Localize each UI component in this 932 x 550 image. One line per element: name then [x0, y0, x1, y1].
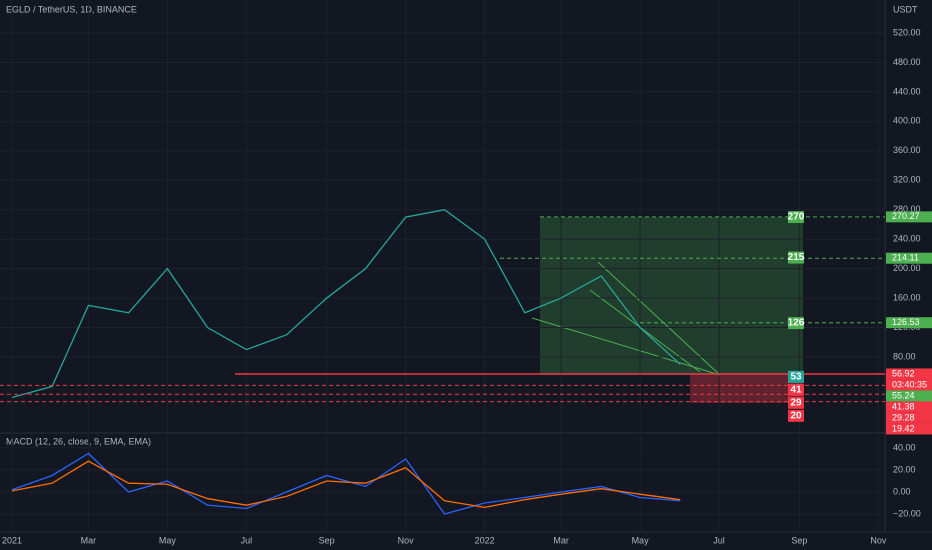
wedge-line: [589, 289, 701, 373]
target-tag: [788, 383, 804, 396]
price-tag: [886, 401, 932, 413]
y-tick-label: 280.00: [893, 204, 921, 214]
x-tick-label: Jul: [713, 535, 725, 545]
x-tick-label: 2022: [475, 535, 495, 545]
price-tag: [886, 211, 932, 223]
price-line: [11, 209, 681, 399]
target-tag: [788, 317, 804, 330]
target-tag: [788, 370, 804, 383]
price-tag: [886, 317, 932, 329]
target-label: 20: [790, 410, 802, 421]
price-tag-label: 41.38: [892, 401, 915, 411]
countdown: 03:40:35: [892, 379, 927, 389]
price-tag: [886, 412, 932, 424]
target-label: 215: [788, 252, 805, 263]
y-tick-label: 400.00: [893, 116, 921, 126]
y-tick-label: 80.00: [893, 351, 916, 361]
target-tag: [788, 396, 804, 409]
loss-zone: [690, 375, 803, 403]
target-tag: [788, 409, 804, 422]
price-tag-label: 19.42: [892, 423, 915, 433]
y-tick-label: 520.00: [893, 27, 921, 37]
macd-title: MACD (12, 26, close, 9, EMA, EMA): [6, 436, 151, 446]
y-tick-label: 440.00: [893, 86, 921, 96]
y-tick-label: 0.00: [893, 486, 911, 496]
price-tag-label: 55.24: [892, 390, 915, 400]
y-tick-label: −20.00: [893, 508, 921, 518]
target-label: 270: [788, 212, 805, 223]
x-tick-label: Mar: [81, 535, 97, 545]
price-tag: [886, 423, 932, 435]
profit-zone: [540, 217, 803, 375]
x-tick-label: Jul: [241, 535, 253, 545]
y-tick-label: 40.00: [893, 442, 916, 452]
target-label: 41: [790, 384, 802, 395]
price-tag: [886, 252, 932, 264]
target-label: 126: [788, 318, 805, 329]
target-tag: [788, 251, 804, 264]
x-tick-label: May: [159, 535, 177, 545]
y-tick-label: 160.00: [893, 292, 921, 302]
y-tick-label: 240.00: [893, 234, 921, 244]
currency: USDT: [893, 4, 918, 14]
wedge-line: [597, 261, 721, 376]
x-tick-label: Nov: [870, 535, 887, 545]
price-tag-label: 56.92: [892, 368, 915, 378]
x-tick-label: Mar: [553, 535, 569, 545]
price-tag-label: 29.28: [892, 412, 915, 422]
price-tag-label: 214.11: [892, 253, 919, 263]
target-label: 53: [790, 371, 802, 382]
y-tick-label: 360.00: [893, 145, 921, 155]
price-tag-label: 126.53: [892, 317, 920, 327]
price-tag: [886, 368, 932, 380]
y-tick-label: 480.00: [893, 57, 921, 67]
price-tag-label: 270.27: [892, 211, 920, 221]
price-tag: [886, 390, 932, 402]
y-tick-label: 200.00: [893, 263, 921, 273]
x-tick-label: 2021: [2, 535, 22, 545]
countdown-tag: [886, 379, 932, 391]
target-tag: [788, 211, 804, 224]
target-label: 29: [790, 397, 802, 408]
symbol-title: EGLD / TetherUS, 1D, BINANCE: [6, 4, 137, 14]
x-tick-label: Sep: [791, 535, 807, 545]
x-tick-label: Sep: [319, 535, 335, 545]
y-tick-label: 20.00: [893, 464, 916, 474]
x-tick-label: May: [632, 535, 650, 545]
y-tick-label: 320.00: [893, 175, 921, 185]
price-line: [11, 452, 681, 515]
price-line: [11, 460, 681, 509]
x-tick-label: Nov: [398, 535, 415, 545]
